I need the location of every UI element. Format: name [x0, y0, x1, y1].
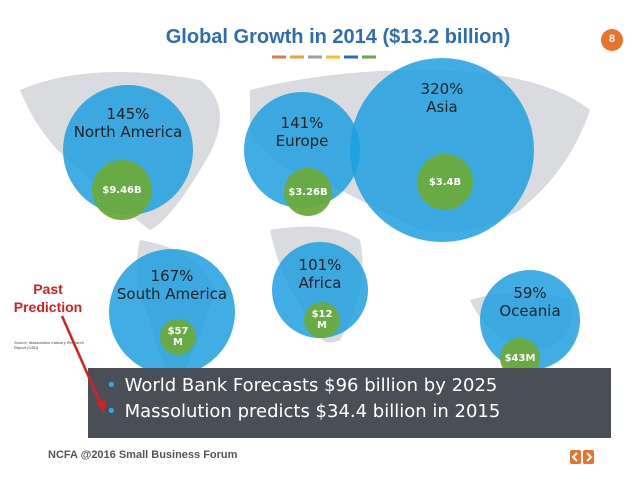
amount-bubble: $3.26B — [284, 168, 332, 216]
amount-bubble: $3.4B — [417, 154, 473, 210]
source: Source: Massolution Industry Research Re… — [14, 340, 84, 350]
region-name: Europe — [275, 132, 329, 150]
bullet-text: World Bank Forecasts $96 billion by 2025 — [124, 375, 498, 396]
annotation: Past Prediction — [8, 280, 88, 316]
amount-bubble: $57 M — [160, 319, 196, 355]
growth: 145% — [106, 105, 150, 123]
bullet-text: Massolution predicts $34.4 billion in 20… — [124, 401, 501, 422]
prev-button[interactable] — [570, 450, 581, 464]
footer: NCFA @2016 Small Business Forum — [48, 449, 238, 461]
growth: 141% — [280, 114, 324, 132]
amount-bubble: $12 M — [304, 302, 340, 338]
arrow-head — [96, 400, 106, 413]
bullet-dot: • — [106, 375, 117, 396]
bullet: • World Bank Forecasts $96 billion by 202… — [106, 373, 611, 399]
growth: 320% — [420, 80, 464, 98]
growth: 59% — [513, 284, 547, 302]
title: Global Growth in 2014 ($13.2 billion) — [165, 26, 511, 48]
bullet-list: • World Bank Forecasts $96 billion by 202… — [88, 368, 611, 425]
amount-bubble: $9.46B — [92, 160, 152, 220]
region-bubble: 320% Asia — [350, 58, 534, 242]
page-badge — [601, 29, 623, 51]
region-bubble: 101% Africa — [272, 242, 368, 338]
growth: 167% — [150, 267, 194, 285]
bullet-dot: • — [106, 401, 117, 422]
annotation-line: Prediction — [13, 299, 83, 315]
region-name: Africa — [298, 274, 342, 292]
region-name: Oceania — [499, 302, 561, 320]
region-bubble: 141% Europe — [244, 92, 360, 208]
next-button[interactable] — [583, 450, 594, 464]
bullet: • Massolution predicts $34.4 billion in 2… — [106, 399, 611, 425]
page-number: 8 — [608, 33, 616, 45]
nav-arrows[interactable] — [570, 450, 594, 464]
growth: 101% — [298, 256, 342, 274]
annotation-line: Past — [33, 281, 63, 297]
region-name: South America — [116, 285, 228, 303]
region-name: North America — [73, 123, 183, 141]
region-name: Asia — [426, 98, 458, 116]
banner: • World Bank Forecasts $96 billion by 202… — [88, 368, 611, 438]
arrow-line — [60, 315, 104, 408]
